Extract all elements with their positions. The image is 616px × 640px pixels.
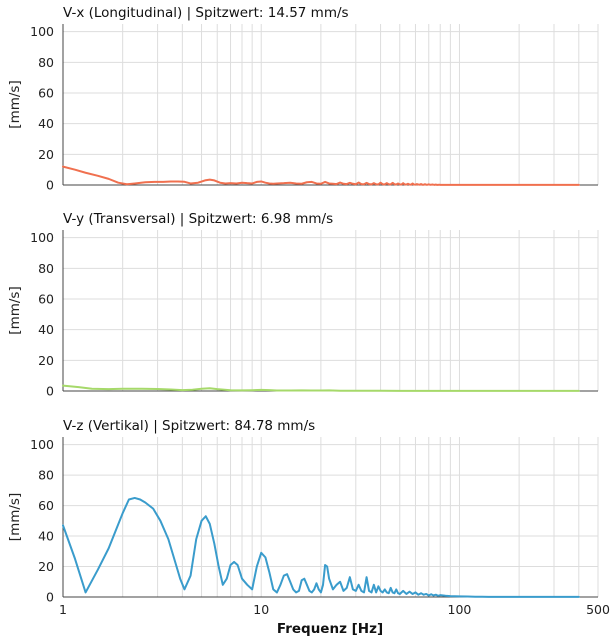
series-line — [62, 496, 580, 598]
y-tick-label: 0 — [46, 384, 54, 399]
panel-vx: 0 20 40 60 80 100 V-x (Longitudinal) | Spitzwe… — [7, 5, 599, 193]
y-axis-label: [mm/s] — [7, 80, 23, 128]
y-axis-label: [mm/s] — [7, 286, 23, 334]
panel-title: V-y (Transversal) | Spitzwert: 6.98 mm/s — [63, 211, 333, 227]
x-tick-label: 10 — [253, 602, 269, 617]
y-axis-label: [mm/s] — [7, 493, 23, 541]
series-line — [62, 165, 580, 186]
y-tick-label: 80 — [38, 55, 54, 70]
y-tick-label: 20 — [38, 147, 54, 162]
panel-title: V-z (Vertikal) | Spitzwert: 84.78 mm/s — [63, 418, 315, 434]
y-tick-label: 0 — [46, 178, 54, 193]
y-tick-label: 100 — [30, 230, 54, 245]
y-tick-label: 80 — [38, 468, 54, 483]
y-tick-label: 60 — [38, 86, 54, 101]
panel-vy: 0 20 40 60 80 100 V-y (Transversal) | Spitzwer… — [7, 211, 599, 399]
y-tick-label: 40 — [38, 529, 54, 544]
y-tick-label: 0 — [46, 590, 54, 605]
y-tick-label: 60 — [38, 498, 54, 513]
x-tick-label: 500 — [586, 602, 610, 617]
y-tick-label: 60 — [38, 292, 54, 307]
y-tick-label: 80 — [38, 261, 54, 276]
y-tick-label: 40 — [38, 116, 54, 131]
y-tick-label: 100 — [30, 437, 54, 452]
panel-vz: 0 20 40 60 80 100 V-z (Vertikal) | Spitzwert: … — [7, 418, 610, 617]
y-tick-label: 40 — [38, 322, 54, 337]
x-tick-label: 100 — [448, 602, 472, 617]
y-tick-label: 20 — [38, 353, 54, 368]
series-line — [62, 384, 580, 392]
x-tick-label: 1 — [59, 602, 67, 617]
x-axis-label: Frequenz [Hz] — [277, 621, 383, 637]
panel-title: V-x (Longitudinal) | Spitzwert: 14.57 mm… — [63, 5, 349, 21]
y-tick-label: 100 — [30, 24, 54, 39]
y-tick-label: 20 — [38, 559, 54, 574]
